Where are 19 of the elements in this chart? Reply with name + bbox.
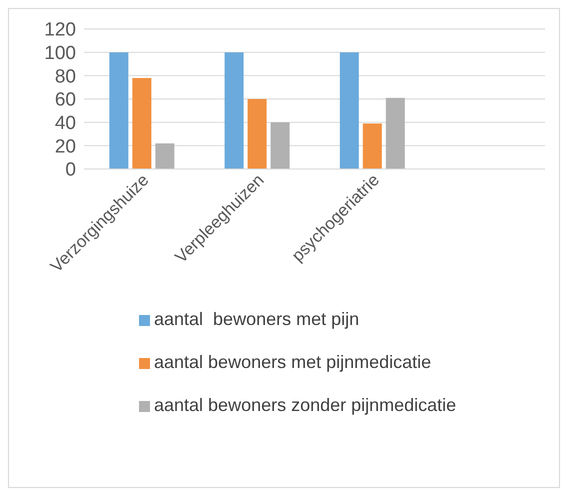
legend-label: aantal bewoners met pijnmedicatie <box>154 352 432 373</box>
bar <box>132 78 152 169</box>
bar <box>340 52 359 169</box>
bar <box>224 52 244 169</box>
y-tick-label: 0 <box>65 160 76 181</box>
bar <box>362 124 382 169</box>
bar <box>386 98 405 169</box>
y-tick-label: 60 <box>54 90 76 111</box>
y-tick-label: 80 <box>54 66 76 88</box>
legend-label: aantal bewoners met pijn <box>154 309 360 330</box>
bar <box>248 99 267 169</box>
bar <box>155 143 174 169</box>
y-tick-label: 100 <box>44 43 76 64</box>
legend-label: aantal bewoners zonder pijnmedicatie <box>154 395 456 416</box>
y-tick-label: 20 <box>54 136 76 158</box>
bar <box>109 52 128 169</box>
y-tick-label: 120 <box>44 20 76 41</box>
bar <box>270 122 290 169</box>
y-tick-label: 40 <box>54 113 76 134</box>
